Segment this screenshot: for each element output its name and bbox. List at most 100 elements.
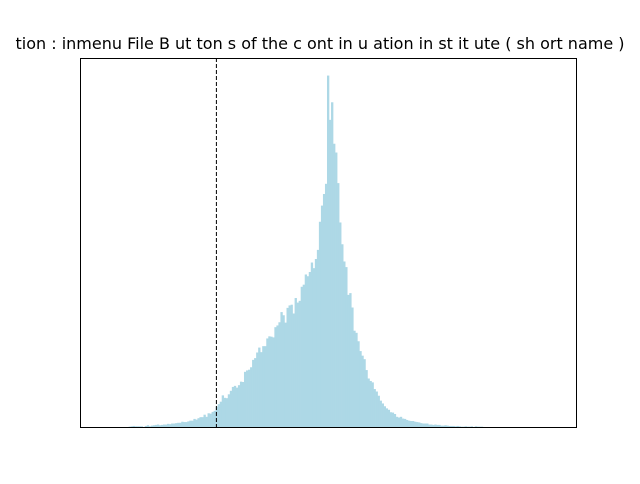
histogram-bar xyxy=(432,425,434,427)
histogram-bar xyxy=(335,153,337,427)
histogram-bar xyxy=(430,425,432,427)
histogram-bar xyxy=(412,421,414,427)
histogram-bar xyxy=(357,341,359,427)
histogram-bar xyxy=(337,183,339,427)
histogram-bar xyxy=(301,287,303,427)
histogram-bar xyxy=(266,338,268,427)
histogram-bar xyxy=(268,336,270,427)
histogram-bar xyxy=(206,417,208,427)
histogram-bar xyxy=(351,308,353,427)
histogram-bar xyxy=(361,356,363,427)
histogram-bar xyxy=(309,272,311,427)
histogram-bar xyxy=(224,398,226,427)
histogram-bar xyxy=(384,406,386,427)
histogram-bar xyxy=(420,423,422,427)
histogram-bar xyxy=(327,76,329,427)
histogram-bar xyxy=(465,426,467,427)
histogram-bar xyxy=(208,413,210,427)
histogram-bar xyxy=(376,392,378,427)
histogram-bar xyxy=(185,422,187,427)
histogram-bar xyxy=(355,333,357,427)
histogram-bar xyxy=(232,387,234,427)
histogram-bar xyxy=(181,422,183,427)
histogram-bar xyxy=(228,394,230,427)
histogram-bar xyxy=(359,351,361,427)
histogram-bar xyxy=(305,274,307,427)
histogram-bar xyxy=(179,423,181,427)
histogram-bar xyxy=(153,425,155,427)
histogram-bar xyxy=(137,426,139,427)
histogram-bar xyxy=(163,425,165,427)
histogram-bar xyxy=(390,412,392,427)
histogram-bar xyxy=(386,408,388,427)
histogram-bar xyxy=(246,370,248,427)
histogram-bar xyxy=(398,418,400,427)
histogram-bar xyxy=(450,426,452,427)
histogram-bar xyxy=(236,388,238,427)
histogram-bar xyxy=(372,382,374,427)
histogram-bar xyxy=(388,410,390,427)
histogram-bar xyxy=(422,423,424,427)
histogram-bar xyxy=(418,422,420,427)
histogram-bar xyxy=(242,382,244,427)
histogram-bar xyxy=(212,412,214,427)
histogram-bar xyxy=(453,426,455,427)
histogram-bar xyxy=(135,426,137,427)
histogram-bar xyxy=(297,303,299,427)
histogram-bar xyxy=(329,120,331,427)
histogram-bar xyxy=(325,184,327,427)
histogram-bar xyxy=(230,391,232,427)
histogram-bar xyxy=(282,315,284,427)
histogram-bar xyxy=(173,423,175,427)
histogram-bar xyxy=(171,423,173,427)
histogram-bar xyxy=(455,426,457,427)
histogram-bar xyxy=(440,426,442,427)
histogram-bar xyxy=(276,325,278,427)
histogram-bar xyxy=(149,426,151,427)
histogram-bar xyxy=(197,418,199,427)
histogram-bar xyxy=(321,206,323,427)
histogram-bar xyxy=(141,426,143,427)
histogram-bar xyxy=(315,259,317,427)
histogram-bar xyxy=(151,426,153,427)
histogram-bar xyxy=(428,425,430,427)
histogram-bar xyxy=(347,295,349,427)
histogram-bar xyxy=(199,417,201,427)
histogram-bar xyxy=(165,425,167,427)
histogram-bar xyxy=(234,386,236,427)
histogram-bar xyxy=(201,417,203,427)
histogram-bar xyxy=(295,298,297,427)
histogram-bar xyxy=(167,424,169,427)
histogram-bar xyxy=(210,414,212,427)
histogram-bar xyxy=(177,423,179,427)
histogram-bar xyxy=(218,404,220,427)
histogram-bar xyxy=(374,389,376,427)
histogram-bar xyxy=(382,403,384,427)
histogram-bar xyxy=(293,313,295,427)
histogram-bar xyxy=(331,102,333,427)
histogram-bar xyxy=(131,426,133,427)
histogram-bar xyxy=(278,322,280,427)
histogram-bar xyxy=(157,425,159,427)
histogram-bar xyxy=(238,385,240,427)
histogram-bar xyxy=(333,144,335,427)
histogram-bar xyxy=(252,360,254,427)
histogram-bar xyxy=(392,413,394,427)
histogram-bar xyxy=(145,426,147,427)
histogram-bar xyxy=(191,421,193,427)
histogram-bar xyxy=(380,401,382,427)
histogram-bar xyxy=(365,370,367,427)
histogram-bar xyxy=(307,276,309,427)
histogram-bar xyxy=(416,422,418,427)
histogram-bar xyxy=(404,419,406,427)
histogram-bar xyxy=(270,337,272,427)
histogram-bar xyxy=(272,337,274,427)
histogram-bar xyxy=(434,425,436,427)
histogram-bar xyxy=(363,359,365,427)
histogram-bar xyxy=(323,194,325,427)
histogram-bar xyxy=(303,285,305,427)
histogram-bar xyxy=(289,305,291,427)
histogram-bar xyxy=(226,398,228,427)
histogram-bar xyxy=(313,268,315,427)
